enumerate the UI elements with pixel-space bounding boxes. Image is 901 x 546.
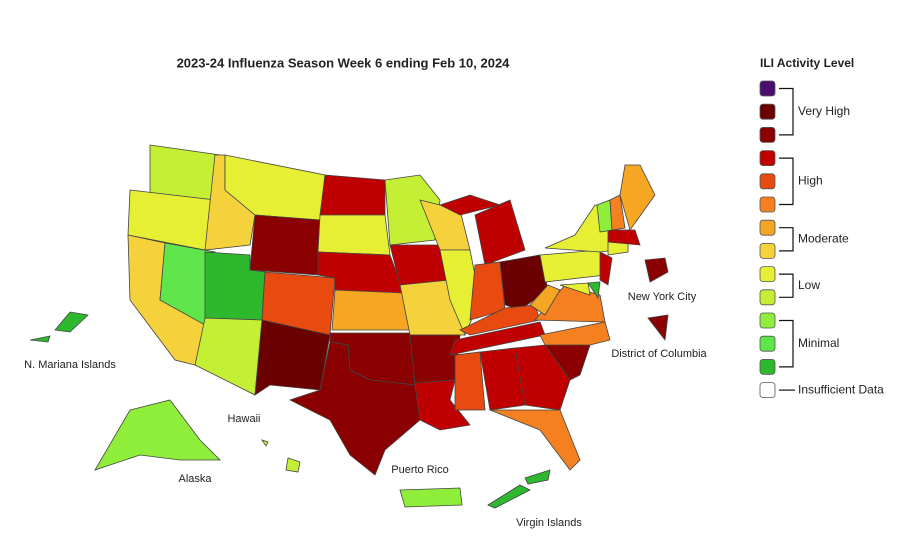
state [474,199,526,266]
legend-swatch [759,358,776,375]
legend-label: Insufficient Data [798,382,884,396]
state [409,334,461,384]
legend-swatch [759,382,776,399]
state [539,321,611,346]
map-label: Hawaii [227,413,260,425]
legend-label: Minimal [798,336,839,350]
state [149,144,221,201]
map-label: Virgin Islands [516,517,582,529]
virgin-islands [524,469,551,485]
legend-swatch [759,150,776,167]
legend-bracket [779,273,794,298]
state [317,214,391,256]
state [539,249,606,283]
map-label: Puerto Rico [391,464,448,476]
legend-swatch [759,289,776,306]
legend-bracket [779,87,794,136]
state [596,199,613,233]
map-label: New York City [628,291,697,303]
state [331,289,411,331]
state [607,229,641,246]
alaska [94,399,221,471]
hawaii [261,439,269,447]
puerto-rico [399,487,463,508]
dc [647,314,669,342]
legend-bracket [779,319,794,368]
legend-label: Low [798,278,820,292]
legend-swatch [759,312,776,329]
virgin-islands [487,484,531,509]
legend-swatch [759,103,776,120]
state [559,282,591,296]
legend-swatch [759,266,776,283]
legend-swatch [759,335,776,352]
hawaii [285,457,301,473]
legend-swatch [759,219,776,236]
legend-label: High [798,173,823,187]
states [29,144,669,509]
nyc [644,257,669,283]
state [529,284,561,316]
state [489,409,581,471]
state [288,341,421,476]
state [194,317,263,396]
state [459,304,541,336]
legend-swatch [759,242,776,259]
legend-bracket [779,227,794,252]
legend-bracket [779,157,794,206]
state [619,164,656,231]
legend-title: ILI Activity Level [760,56,854,70]
map-label: District of Columbia [611,348,707,360]
state [319,174,386,216]
mariana [54,311,89,333]
legend-label: Moderate [798,231,849,245]
legend-swatch [759,173,776,190]
map-title: 2023-24 Influenza Season Week 6 ending F… [177,55,511,70]
legend-swatch [759,196,776,213]
mariana [29,335,51,343]
state [609,194,626,231]
legend-label: Very High [798,104,850,118]
legend-swatch [759,127,776,143]
map-label: N. Mariana Islands [24,359,116,371]
state [249,214,321,276]
map-label: Alaska [178,473,212,485]
legend: Very High High Moderate Low Minimal Insuffici… [759,80,884,399]
state [254,319,331,396]
state [438,194,502,216]
state [454,351,486,411]
state [587,281,601,300]
legend-swatch [759,80,776,97]
state [599,251,613,286]
